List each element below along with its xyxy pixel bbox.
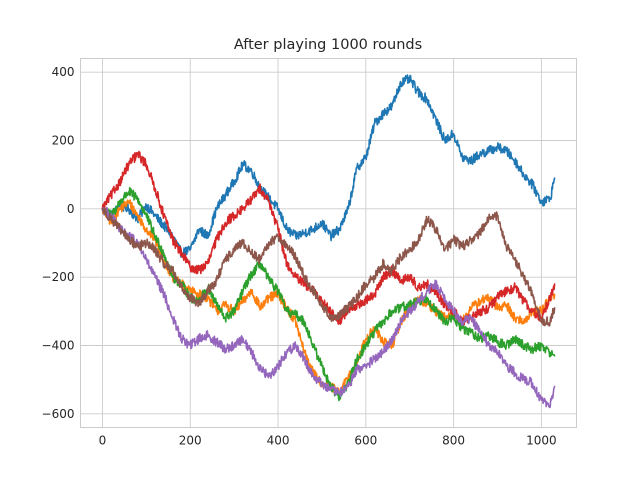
y-tick-label: 200 <box>52 134 75 148</box>
y-tick-label: −600 <box>42 407 75 421</box>
series-line-4 <box>101 150 556 326</box>
y-tick-label: −400 <box>42 339 75 353</box>
y-tick-label: 0 <box>67 202 75 216</box>
grid <box>80 58 577 428</box>
tick-labels: 0 200 400 600 800 1000 −600 −400 −200 0 200 400 <box>42 65 557 447</box>
chart-title: After playing 1000 rounds <box>234 37 422 53</box>
x-tick-label: 600 <box>354 434 377 448</box>
series-line-3 <box>101 186 556 402</box>
x-tick-label: 1000 <box>526 434 557 448</box>
series-line-6 <box>101 207 556 327</box>
series-line-5 <box>101 206 556 409</box>
series-lines <box>101 74 556 409</box>
x-tick-label: 0 <box>99 434 107 448</box>
y-tick-label: 400 <box>52 65 75 79</box>
x-tick-label: 200 <box>179 434 202 448</box>
plot-frame <box>80 58 577 428</box>
x-tick-label: 800 <box>442 434 465 448</box>
x-tick-label: 400 <box>267 434 290 448</box>
y-tick-label: −200 <box>42 270 75 284</box>
